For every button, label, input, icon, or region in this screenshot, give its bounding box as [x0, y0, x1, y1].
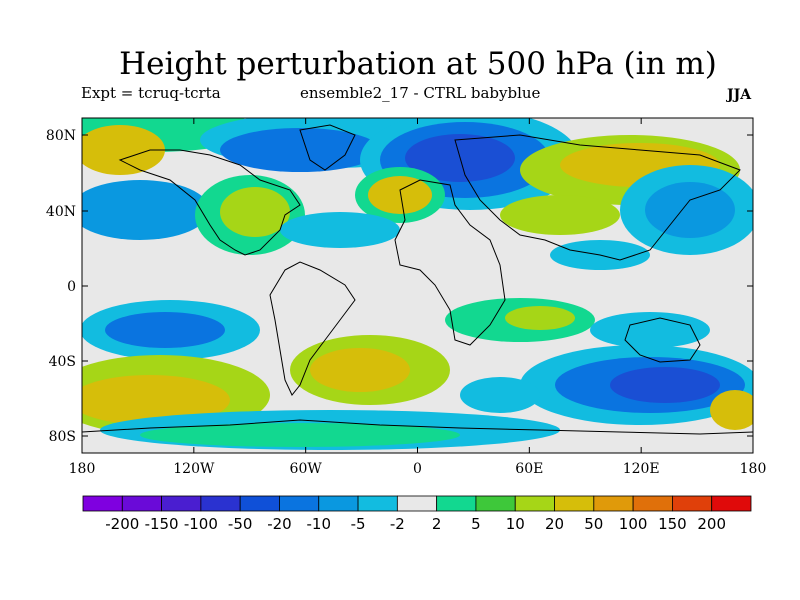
coastline-greenland — [299, 124, 356, 171]
colorbar-box — [239, 495, 280, 512]
lon-tick-label: 0 — [413, 461, 422, 477]
field-pacific-mid-low — [82, 180, 210, 240]
colorbar-box — [318, 495, 359, 512]
coastlines — [82, 124, 753, 435]
colorbar-label: -100 — [184, 515, 218, 533]
field-south-indian-band — [460, 377, 540, 413]
colorbar-label: 2 — [432, 515, 442, 533]
lon-tick-label: 120W — [173, 461, 215, 477]
colorbar-box — [593, 495, 634, 512]
colorbar-box — [121, 495, 162, 512]
colorbar-box — [357, 495, 398, 512]
colorbar-label: -200 — [105, 515, 139, 533]
colorbar-label: -10 — [307, 515, 332, 533]
colorbar-box — [200, 495, 241, 512]
field-pacific-northwest-core — [645, 182, 735, 238]
colorbar-box — [632, 495, 673, 512]
colorbar: -200 -150 -100 -50 -20 -10 -5 -2 2 5 10 20 50 100 150 2… — [82, 495, 752, 533]
field-south-atlantic-core — [310, 348, 410, 392]
field-indian-ocean-core — [505, 306, 575, 330]
lat-tick-label: 40N — [46, 204, 76, 220]
colorbar-label: 5 — [471, 515, 481, 533]
colorbar-box — [475, 495, 516, 512]
colorbar-box — [279, 495, 320, 512]
lon-tick-label: 180 — [740, 461, 767, 477]
field-southeast-pacific-core — [82, 375, 230, 425]
coastline-antarctica — [82, 419, 753, 435]
axis-ticks: 80N 40N 0 40S 80S 180 120W 60W 0 60E 120E 180 — [46, 118, 766, 477]
lat-tick-label: 40S — [49, 354, 76, 370]
field-east-edge-high — [710, 390, 753, 430]
colorbar-label: 20 — [545, 515, 564, 533]
lat-tick-label: 80N — [46, 128, 76, 144]
colorbar-label: -50 — [228, 515, 253, 533]
field-north-america-core — [220, 187, 290, 237]
field-atlantic-band — [280, 212, 400, 248]
coastline-europe-africa — [394, 179, 506, 346]
map-area — [82, 118, 753, 453]
plot-title: Height perturbation at 500 hPa (in m) — [119, 46, 717, 82]
lon-tick-label: 180 — [69, 461, 96, 477]
colorbar-label: -5 — [351, 515, 366, 533]
contour-fills — [82, 118, 753, 450]
field-europe-high-core — [368, 176, 432, 214]
field-arctic-central-core — [220, 128, 380, 172]
field-central-asia — [500, 195, 620, 235]
colorbar-box — [554, 495, 595, 512]
field-antarctic-band — [140, 423, 460, 447]
coastline-australia — [624, 317, 701, 363]
colorbar-box — [82, 495, 123, 512]
field-australia-low — [590, 312, 710, 348]
lon-tick-label: 60E — [515, 461, 543, 477]
colorbar-label: -20 — [267, 515, 292, 533]
colorbar-box — [514, 495, 555, 512]
lat-tick-label: 0 — [67, 279, 76, 295]
lon-tick-label: 60W — [290, 461, 323, 477]
coastline-south-america — [269, 261, 356, 396]
colorbar-box — [436, 495, 477, 512]
ensemble-label: ensemble2_17 - CTRL babyblue — [300, 84, 541, 102]
season-label: JJA — [727, 87, 752, 103]
colorbar-label: 150 — [658, 515, 687, 533]
coastline-asia — [454, 134, 741, 261]
colorbar-label: 100 — [619, 515, 648, 533]
lon-tick-label: 120E — [623, 461, 660, 477]
colorbar-label: -2 — [390, 515, 405, 533]
experiment-label: Expt = tcruq-tcrta — [81, 84, 221, 102]
colorbar-box — [161, 495, 202, 512]
colorbar-box — [396, 495, 438, 512]
colorbar-label: 200 — [697, 515, 726, 533]
colorbar-box — [672, 495, 713, 512]
field-south-pacific-low-core — [105, 312, 225, 348]
colorbar-box — [711, 495, 752, 512]
colorbar-label: 10 — [506, 515, 525, 533]
colorbar-label: 50 — [584, 515, 603, 533]
lat-tick-label: 80S — [49, 429, 76, 445]
field-pacific-north-warm — [82, 125, 165, 175]
colorbar-label: -150 — [145, 515, 179, 533]
field-southern-ocean-core — [610, 367, 720, 403]
coastline-north-america — [118, 149, 301, 256]
